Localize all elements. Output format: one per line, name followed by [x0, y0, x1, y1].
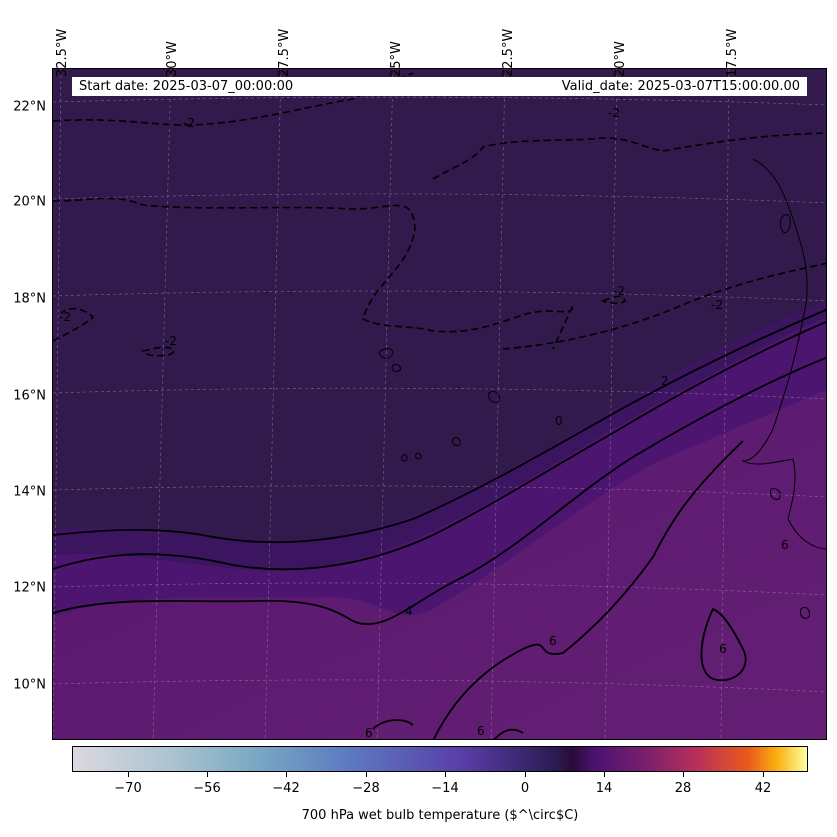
contour-label: -2 [711, 298, 723, 312]
lat-label: 20°N [13, 194, 46, 210]
colorbar-tick-label: −42 [272, 781, 300, 796]
colorbar-tick-label: −56 [193, 781, 221, 796]
colorbar-tick [128, 772, 129, 777]
lat-label: 10°N [13, 677, 46, 693]
lon-label: 20°W [613, 41, 628, 77]
colorbar-tick-label: 28 [674, 781, 692, 796]
contour-label: 0 [555, 414, 563, 428]
contour-label: 6 [719, 642, 727, 656]
colorbar-tick [683, 772, 684, 777]
contour-label: 6 [477, 724, 485, 738]
colorbar [72, 746, 808, 772]
contour-label: -2 [608, 106, 620, 120]
contour-label: -2 [165, 334, 177, 348]
valid-date-text: Valid_date: 2025-03-07T15:00:00.00 [561, 79, 800, 94]
colorbar-tick-label: 14 [595, 781, 613, 796]
colorbar-tick-label: 0 [520, 781, 530, 796]
start-date-text: Start date: 2025-03-07_00:00:00 [79, 79, 294, 94]
lon-label: 27.5°W [277, 28, 292, 77]
colorbar-tick-label: 42 [754, 781, 772, 796]
lon-label: 17.5°W [725, 28, 740, 77]
lat-label: 14°N [13, 484, 46, 500]
colorbar-tick [445, 772, 446, 777]
contour-label: -2 [183, 116, 195, 130]
lat-label: 18°N [13, 291, 46, 307]
contour-solid [53, 308, 826, 739]
lon-label: 22.5°W [501, 28, 516, 77]
lat-label: 22°N [13, 99, 46, 115]
lon-label: 25°W [389, 41, 404, 77]
colorbar-title: 700 hPa wet bulb temperature ($^\circ$C) [301, 808, 579, 823]
contour-label: 6 [365, 726, 373, 740]
contour-6d [493, 728, 524, 739]
contour-label: 4 [405, 604, 413, 618]
lat-label: 16°N [13, 388, 46, 404]
colorbar-tick [366, 772, 367, 777]
contour-4 [53, 356, 826, 626]
colorbar-tick [763, 772, 764, 777]
contour-0 [53, 308, 826, 544]
contour-2 [53, 320, 826, 571]
coastlines [378, 158, 826, 619]
colorbar-tick [604, 772, 605, 777]
colorbar-tick [207, 772, 208, 777]
contour-label: -2 [59, 310, 71, 324]
contour-minus2 [53, 72, 826, 357]
contour-6b [700, 607, 747, 682]
colorbar-tick-label: −14 [431, 781, 459, 796]
date-banner: Start date: 2025-03-07_00:00:00 Valid_da… [72, 77, 807, 96]
contour-label: 6 [549, 634, 557, 648]
contour-6c [372, 719, 414, 730]
colorbar-tick [286, 772, 287, 777]
colorbar-tick-label: −70 [114, 781, 142, 796]
colorbar-tick-label: −28 [352, 781, 380, 796]
lat-label: 12°N [13, 580, 46, 596]
warm-field [53, 389, 826, 739]
contour-label: -2 [613, 284, 625, 298]
contour-6a [433, 440, 744, 739]
map-panel: -2 -2 -2 -2 -2 -2 0 2 4 6 6 6 6 6 [52, 68, 827, 740]
map-canvas: -2 -2 -2 -2 -2 -2 0 2 4 6 6 6 6 6 [53, 69, 826, 740]
colorbar-tick [525, 772, 526, 777]
contour-label: 2 [661, 374, 669, 388]
lon-label: 32.5°W [55, 28, 70, 77]
lon-label: 30°W [165, 41, 180, 77]
contour-label-group: -2 -2 -2 -2 -2 -2 0 2 4 6 6 6 6 6 [59, 106, 789, 740]
contour-label: 6 [781, 538, 789, 552]
